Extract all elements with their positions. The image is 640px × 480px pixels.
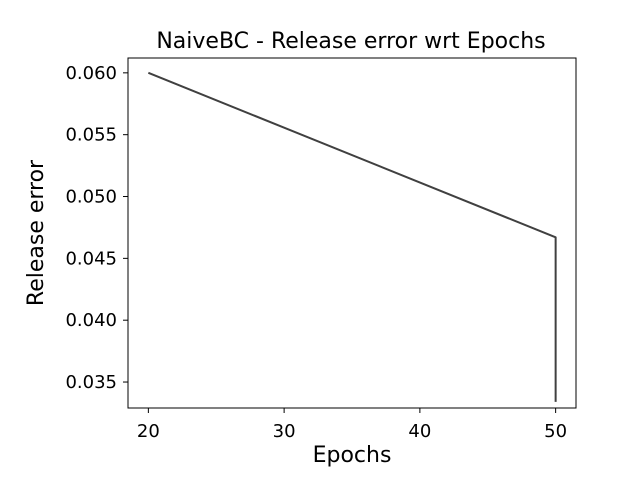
y-tick-label: 0.035 (65, 372, 117, 393)
y-axis: 0.035 0.040 0.045 0.050 0.055 0.060 (65, 63, 128, 393)
y-tick-label: 0.050 (65, 187, 117, 208)
chart-title: NaiveBC - Release error wrt Epochs (156, 29, 545, 54)
y-tick-label: 0.045 (65, 248, 117, 269)
y-tick-label: 0.060 (65, 63, 117, 84)
x-axis: 20 30 40 50 (137, 408, 567, 442)
x-tick-label: 20 (137, 421, 160, 442)
x-axis-label: Epochs (313, 443, 392, 468)
x-tick-label: 50 (544, 421, 567, 442)
y-tick-label: 0.055 (65, 125, 117, 146)
x-tick-label: 30 (273, 421, 296, 442)
series-layer (147, 71, 557, 402)
y-axis-label: Release error (24, 159, 49, 306)
series-line-1 (147, 71, 557, 402)
y-tick-label: 0.040 (65, 310, 117, 331)
x-tick-label: 40 (408, 421, 431, 442)
plot-area-frame (127, 57, 577, 409)
